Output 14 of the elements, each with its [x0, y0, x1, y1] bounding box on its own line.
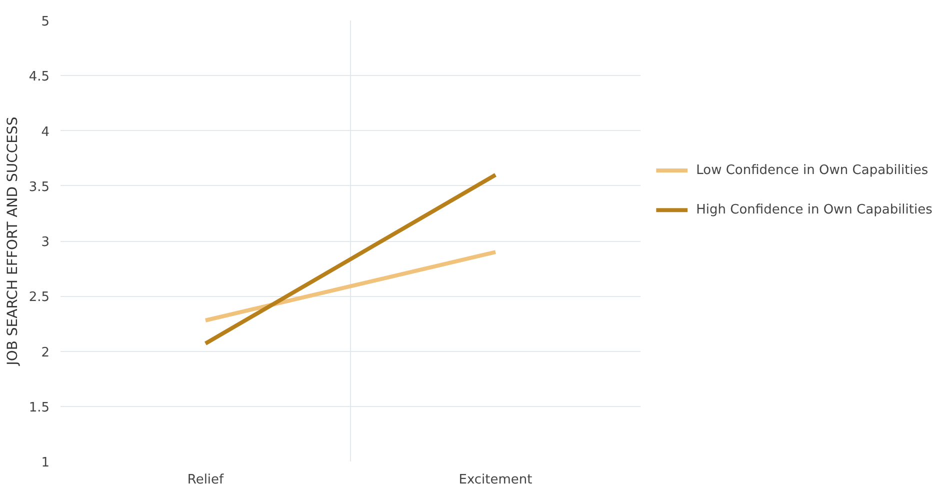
y-tick-label: 4	[41, 124, 50, 140]
y-tick-label: 4.5	[28, 70, 50, 85]
x-tick-label: Relief	[187, 472, 224, 488]
y-tick-label: 5	[41, 14, 50, 30]
legend-label: Low Confidence in Own Capabilities	[696, 162, 928, 178]
legend-label: High Confidence in Own Capabilities	[696, 202, 933, 218]
y-tick-label: 2	[41, 345, 50, 360]
y-tick-label: 1.5	[28, 400, 50, 416]
y-tick-label: 3	[41, 235, 50, 250]
y-tick-label: 3.5	[28, 180, 50, 195]
x-tick-label: Excitement	[458, 472, 532, 488]
y-tick-label: 2.5	[28, 290, 50, 306]
y-axis-title: JOB SEARCH EFFORT AND SUCCESS	[4, 116, 21, 366]
y-tick-label: 1	[41, 456, 50, 470]
